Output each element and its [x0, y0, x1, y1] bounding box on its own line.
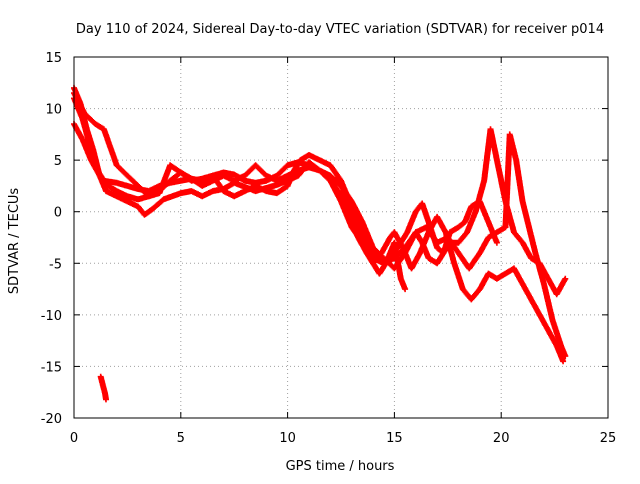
- y-tick-label: 5: [54, 154, 62, 169]
- y-tick-label: 15: [45, 51, 62, 66]
- x-tick-label: 10: [279, 431, 296, 446]
- y-tick-label: -5: [49, 257, 62, 272]
- x-tick-label: 25: [600, 431, 617, 446]
- y-tick-label: 0: [54, 206, 62, 221]
- x-tick-label: 5: [177, 431, 185, 446]
- y-tick-label: 10: [45, 103, 62, 118]
- y-tick-label: -10: [41, 309, 62, 324]
- data-point-markers: [71, 84, 409, 293]
- data-point-markers: [71, 121, 569, 298]
- data-point-markers: [97, 373, 109, 403]
- tick-labels: 0 5 10 15 20 25 -20 -15 -10 -5 0 5 10 15: [41, 51, 617, 446]
- plot-frame: [73, 56, 609, 419]
- chart-title: Day 110 of 2024, Sidereal Day-to-day VTE…: [76, 22, 604, 37]
- series-track-e: [338, 131, 569, 360]
- y-axis-label: SDTVAR / TECUs: [7, 188, 22, 295]
- axis-ticks: [73, 56, 609, 419]
- grid: [74, 57, 608, 418]
- series-isolated-segment: [97, 373, 109, 403]
- y-tick-label: -20: [41, 412, 62, 427]
- data-points: [71, 84, 569, 403]
- x-tick-label: 15: [386, 431, 403, 446]
- x-axis-label: GPS time / hours: [286, 459, 395, 474]
- series-track-c: [71, 121, 569, 298]
- x-tick-label: 0: [70, 431, 78, 446]
- y-tick-label: -15: [41, 360, 62, 375]
- x-tick-label: 20: [493, 431, 510, 446]
- series-track-a: [71, 84, 409, 293]
- data-point-markers: [338, 131, 569, 360]
